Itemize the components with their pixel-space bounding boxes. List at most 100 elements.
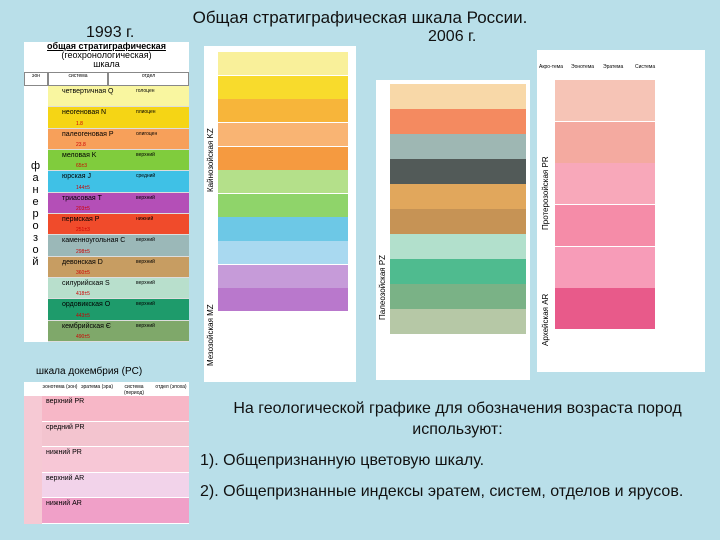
system-age: 144±5: [76, 184, 90, 191]
dept-name: верхний: [136, 237, 155, 244]
vertical-letter: н: [32, 184, 40, 196]
col-header-eon: эон: [24, 72, 48, 86]
dept-name: верхний: [136, 280, 155, 286]
precambrian-chart: эонотема (эон) эратема (эра) система (пери…: [24, 382, 189, 524]
chart-band: [218, 288, 348, 312]
cenozoic-label: Кайнозойская KZ: [206, 128, 215, 192]
chart-band: [555, 246, 655, 288]
chart-band: [218, 264, 348, 288]
system-age: 203±5: [76, 205, 90, 212]
chart-2006-sheet-1: Кайнозойская KZ Мезозойская MZ: [204, 46, 356, 382]
dept-name: олигоцен: [136, 130, 158, 137]
note-lead: На геологической графике для обозначения…: [233, 400, 682, 438]
slide-title: Общая стратиграфическая шкала России.: [192, 8, 528, 27]
chart-1993-title: общая стратиграфическая: [47, 41, 166, 51]
system-name: юрская J: [62, 173, 91, 181]
precambrian-row: средний PR: [42, 421, 189, 447]
precambrian-row: верхний PR: [42, 396, 189, 421]
system-name: меловая K: [62, 152, 97, 159]
system-band: пермская P 251±3 нижний: [48, 214, 189, 236]
dept-name: верхний: [136, 152, 155, 158]
system-band: неогеновая N 1.8 плиоцен: [48, 107, 189, 129]
dept-name: нижний: [136, 216, 154, 222]
s3-col-header: Эонотема: [571, 64, 595, 70]
chart-1993-subtitle2: шкала: [93, 59, 120, 69]
system-band: девонская D 360±5 верхний: [48, 256, 189, 278]
mesozoic-label: Мезозойская MZ: [206, 304, 215, 366]
system-age: 23.8: [76, 141, 86, 148]
system-band: юрская J 144±5 средний: [48, 171, 189, 193]
chart-band: [390, 109, 526, 134]
vertical-letter: ф: [30, 160, 42, 172]
chart-band: [390, 309, 526, 334]
precambrian-title: шкала докембрия (PC): [36, 366, 143, 377]
chart-band: [218, 170, 348, 194]
col-header-system: система: [48, 72, 108, 86]
note-item-2: 2). Общепризнанные индексы эратем, систе…: [200, 483, 684, 500]
chart-band: [218, 217, 348, 241]
chart-2006-sheet-2: Палеозойская PZ: [376, 80, 530, 380]
chart-band: [218, 52, 348, 76]
dept-name: голоцен: [136, 88, 155, 94]
vertical-letter: р: [32, 208, 40, 220]
paleozoic-label: Палеозойская PZ: [378, 254, 387, 320]
chart-1993-subtitle: (геохронологическая): [61, 50, 152, 60]
precambrian-row: нижний AR: [42, 498, 189, 523]
system-age: 298±5: [76, 248, 90, 255]
system-age: 490±5: [76, 333, 90, 340]
system-name: кембрийская Є: [62, 322, 111, 330]
system-name: пермская P: [62, 216, 100, 223]
system-name: палеогеновая P: [62, 130, 114, 138]
slide-note: На геологической графике для обозначения…: [200, 398, 715, 502]
chart-band: [555, 163, 655, 205]
precambrian-col-header: эонотема (эон): [42, 384, 78, 390]
precambrian-row: нижний PR: [42, 447, 189, 472]
system-band: ордовикская O 443±5 верхний: [48, 299, 189, 321]
vertical-letter: з: [32, 232, 40, 244]
chart-band: [390, 284, 526, 309]
system-name: неогеновая N: [62, 109, 107, 117]
vertical-letter: а: [32, 172, 40, 184]
year-1993-label: 1993 г.: [86, 24, 135, 41]
vertical-letter: о: [32, 244, 40, 256]
chart-band: [390, 234, 526, 259]
s3-col-header: Акро-тема: [539, 64, 563, 70]
dept-name: средний: [136, 173, 156, 180]
precambrian-col-header: эратема (эра): [80, 384, 114, 390]
system-age: 443±5: [76, 312, 90, 319]
system-band: кембрийская Є 490±5 верхний: [48, 320, 189, 342]
system-name: триасовая T: [62, 194, 102, 202]
vertical-letter: й: [32, 256, 40, 268]
system-band: четвертичная Q голоцен: [48, 86, 189, 108]
system-name: каменноугольная C: [62, 237, 126, 245]
system-age: 251±3: [76, 227, 90, 234]
precambrian-row: верхний AR: [42, 472, 189, 498]
dept-name: плиоцен: [136, 109, 156, 116]
chart-band: [390, 259, 526, 284]
dept-name: верхний: [136, 194, 155, 201]
chart-band: [390, 209, 526, 234]
vertical-letter: е: [32, 196, 40, 208]
precambrian-vertical-band: [24, 396, 42, 524]
system-band: меловая K 65±3 верхний: [48, 150, 189, 172]
chart-band: [218, 99, 348, 123]
chart-band: [555, 80, 655, 122]
system-name: силурийская S: [62, 280, 110, 287]
chart-band: [218, 193, 348, 217]
s3-col-header: Эратема: [603, 64, 624, 70]
precambrian-col-header: система (период): [124, 384, 144, 396]
chart-band: [390, 134, 526, 159]
archean-label: Архейская AR: [541, 293, 550, 346]
chart-2006-sheet-3: Акро-тема Эонотема Эратема Система Протероз…: [537, 50, 705, 372]
system-age: 65±3: [76, 163, 88, 170]
system-age: 418±5: [76, 291, 90, 298]
vertical-letter: о: [32, 220, 40, 232]
system-name: ордовикская O: [62, 301, 111, 309]
chart-band: [218, 75, 348, 99]
system-band: каменноугольная C 298±5 верхний: [48, 235, 189, 257]
dept-name: верхний: [136, 301, 155, 308]
chart-band: [555, 205, 655, 247]
dept-name: верхний: [136, 322, 155, 329]
precambrian-col-header: отдел (эпоха): [155, 384, 187, 390]
